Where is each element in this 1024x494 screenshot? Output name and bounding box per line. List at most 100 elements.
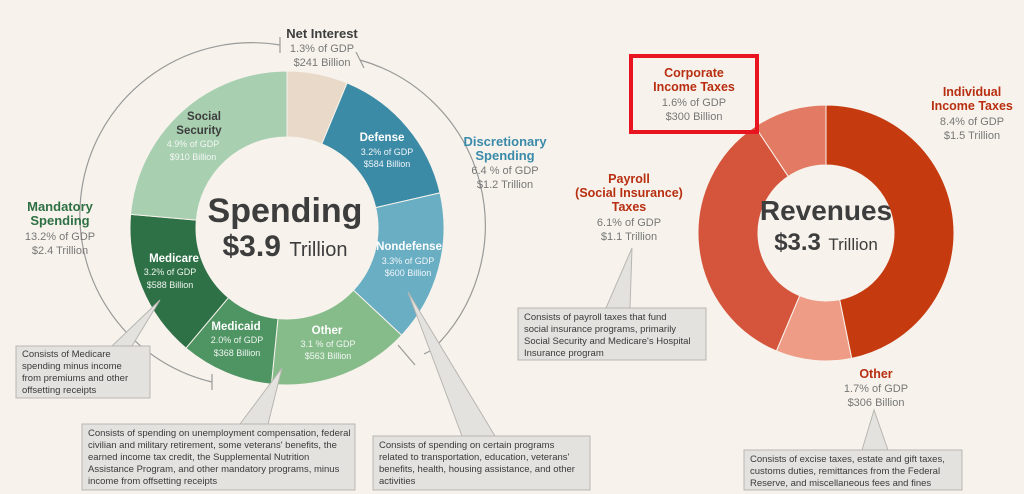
corporate-name-2: Income Taxes (653, 80, 735, 94)
medicaid-name: Medicaid (211, 321, 260, 333)
label-social-security: Social Security 4.9% of GDP $910 Billion (167, 111, 223, 162)
individual-amount: $1.5 Trillion (944, 130, 1000, 142)
spending-center-label: Spending $3.9 Trillion (208, 192, 363, 263)
medicare-amount: $588 Billion (147, 280, 194, 290)
net-interest-gdp: 1.3% of GDP (290, 43, 354, 55)
spending-total-value: $3.9 (223, 230, 281, 263)
label-medicaid: Medicaid 2.0% of GDP $368 Billion (211, 321, 264, 358)
net-interest-amount: $241 Billion (294, 57, 351, 69)
revenues-title: Revenues (760, 195, 892, 226)
label-other-revenue: Other 1.7% of GDP $306 Billion (844, 367, 908, 409)
net-interest-name: Net Interest (286, 26, 358, 41)
callout-other-mandatory: Consists of spending on unemployment com… (81, 367, 356, 491)
revenues-total-value: $3.3 (774, 229, 821, 256)
callout-other-line: Consists of spending on unemployment com… (88, 428, 350, 439)
callout-payroll-line: Insurance program (524, 348, 604, 359)
spending-title: Spending (208, 192, 363, 230)
slice-social-security (130, 70, 288, 221)
mandatory-gdp: 13.2% of GDP (25, 231, 95, 243)
mandatory-amount: $2.4 Trillion (32, 245, 88, 257)
other-spending-amount: $563 Billion (305, 351, 352, 361)
callout-other-line: earned income tax credit, the Supplement… (88, 452, 309, 463)
nondefense-name: Nondefense (376, 241, 442, 253)
callout-medicare-line: spending minus income (22, 361, 122, 372)
other-revenue-amount: $306 Billion (848, 397, 905, 409)
callout-payroll-line: Consists of payroll taxes that fund (524, 312, 667, 323)
label-medicare: Medicare 3.2% of GDP $588 Billion (144, 253, 199, 290)
callout-other-revenue: Consists of excise taxes, estate and gif… (743, 408, 963, 491)
spending-donut (129, 70, 445, 386)
callout-other-line: income from offsetting receipts (88, 476, 217, 487)
payroll-amount: $1.1 Trillion (601, 231, 657, 243)
individual-name-2: Income Taxes (931, 99, 1013, 113)
revenues-center-label: Revenues $3.3 Trillion (760, 195, 892, 256)
discretionary-name-1: Discretionary (463, 134, 547, 149)
callout-medicare-line: Consists of Medicare (22, 349, 111, 360)
discretionary-name-2: Spending (475, 148, 534, 163)
payroll-name-1: Payroll (608, 172, 650, 186)
callout-other-line: Assistance Program, and other mandatory … (88, 464, 340, 475)
label-mandatory-spending: Mandatory Spending 13.2% of GDP $2.4 Tri… (25, 199, 95, 257)
social-security-name-1: Social (187, 111, 221, 123)
callout-payroll-line: Social Security and Medicare's Hospital (524, 336, 691, 347)
label-defense: Defense 3.2% of GDP $584 Billion (360, 132, 414, 169)
defense-gdp: 3.2% of GDP (361, 147, 414, 157)
callout-medicare-line: offsetting receipts (22, 385, 97, 396)
callout-payroll: Consists of payroll taxes that fund soci… (517, 247, 707, 361)
revenues-total: $3.3 Trillion (774, 229, 878, 256)
callout-other-line: civilian and military retirement, some v… (88, 440, 337, 451)
other-revenue-name: Other (859, 367, 892, 381)
social-security-amount: $910 Billion (170, 152, 217, 162)
slice-individual-income-taxes (825, 104, 955, 359)
callout-nondefense-line: activities (379, 476, 416, 487)
callout-nondefense-line: related to transportation, education, ve… (379, 452, 570, 463)
label-nondefense: Nondefense 3.3% of GDP $600 Billion (376, 241, 442, 278)
discretionary-gdp: 6.4 % of GDP (471, 165, 538, 177)
discretionary-amount: $1.2 Trillion (477, 179, 533, 191)
social-security-gdp: 4.9% of GDP (167, 139, 220, 149)
slice-payroll-social-insurance-taxes (697, 125, 801, 352)
revenue-donut (697, 104, 955, 362)
other-spending-name: Other (312, 325, 343, 337)
corporate-amount: $300 Billion (666, 111, 723, 123)
individual-gdp: 8.4% of GDP (940, 116, 1004, 128)
slice-defense (321, 82, 441, 209)
callout-other-rev-line: Consists of excise taxes, estate and gif… (750, 454, 945, 465)
spending-total: $3.9 Trillion (223, 230, 348, 263)
mandatory-name-1: Mandatory (27, 199, 94, 214)
label-individual-income-taxes: Individual Income Taxes 8.4% of GDP $1.5… (931, 85, 1013, 142)
label-other-spending: Other 3.1 % of GDP $563 Billion (300, 325, 355, 361)
nondefense-amount: $600 Billion (385, 268, 432, 278)
payroll-name-2: (Social Insurance) (575, 186, 683, 200)
medicaid-amount: $368 Billion (214, 348, 261, 358)
revenues-total-unit: Trillion (828, 235, 877, 254)
nondefense-gdp: 3.3% of GDP (382, 256, 435, 266)
callout-medicare-line: from premiums and other (22, 373, 128, 384)
highlight-box (629, 54, 759, 134)
defense-amount: $584 Billion (364, 159, 411, 169)
label-net-interest: Net Interest 1.3% of GDP $241 Billion (286, 26, 358, 69)
payroll-gdp: 6.1% of GDP (597, 217, 661, 229)
medicaid-gdp: 2.0% of GDP (211, 335, 264, 345)
label-corporate-income-taxes: Corporate Income Taxes 1.6% of GDP $300 … (653, 66, 735, 123)
payroll-name-3: Taxes (612, 200, 647, 214)
label-payroll-taxes: Payroll (Social Insurance) Taxes 6.1% of… (575, 172, 683, 243)
social-security-name-2: Security (176, 125, 222, 137)
medicare-name: Medicare (149, 253, 199, 265)
spending-total-unit: Trillion (289, 239, 347, 261)
other-revenue-gdp: 1.7% of GDP (844, 383, 908, 395)
callout-medicare: Consists of Medicare spending minus inco… (15, 299, 161, 399)
medicare-gdp: 3.2% of GDP (144, 267, 197, 277)
callout-payroll-line: social insurance programs, primarily (524, 324, 676, 335)
slice-corporate-income-taxes (754, 104, 827, 178)
callout-nondefense-line: Consists of spending on certain programs (379, 440, 555, 451)
callout-nondefense-line: benefits, health, housing assistance, an… (379, 464, 575, 475)
callout-other-rev-line: customs duties, remittances from the Fed… (750, 466, 940, 477)
label-discretionary-spending: Discretionary Spending 6.4 % of GDP $1.2… (463, 134, 547, 191)
callout-other-rev-line: Reserve, and miscellaneous fees and fine… (750, 478, 931, 489)
defense-name: Defense (360, 132, 405, 144)
mandatory-name-2: Spending (30, 213, 89, 228)
corporate-name-1: Corporate (664, 66, 724, 80)
corporate-gdp: 1.6% of GDP (662, 97, 726, 109)
other-spending-gdp: 3.1 % of GDP (300, 339, 355, 349)
